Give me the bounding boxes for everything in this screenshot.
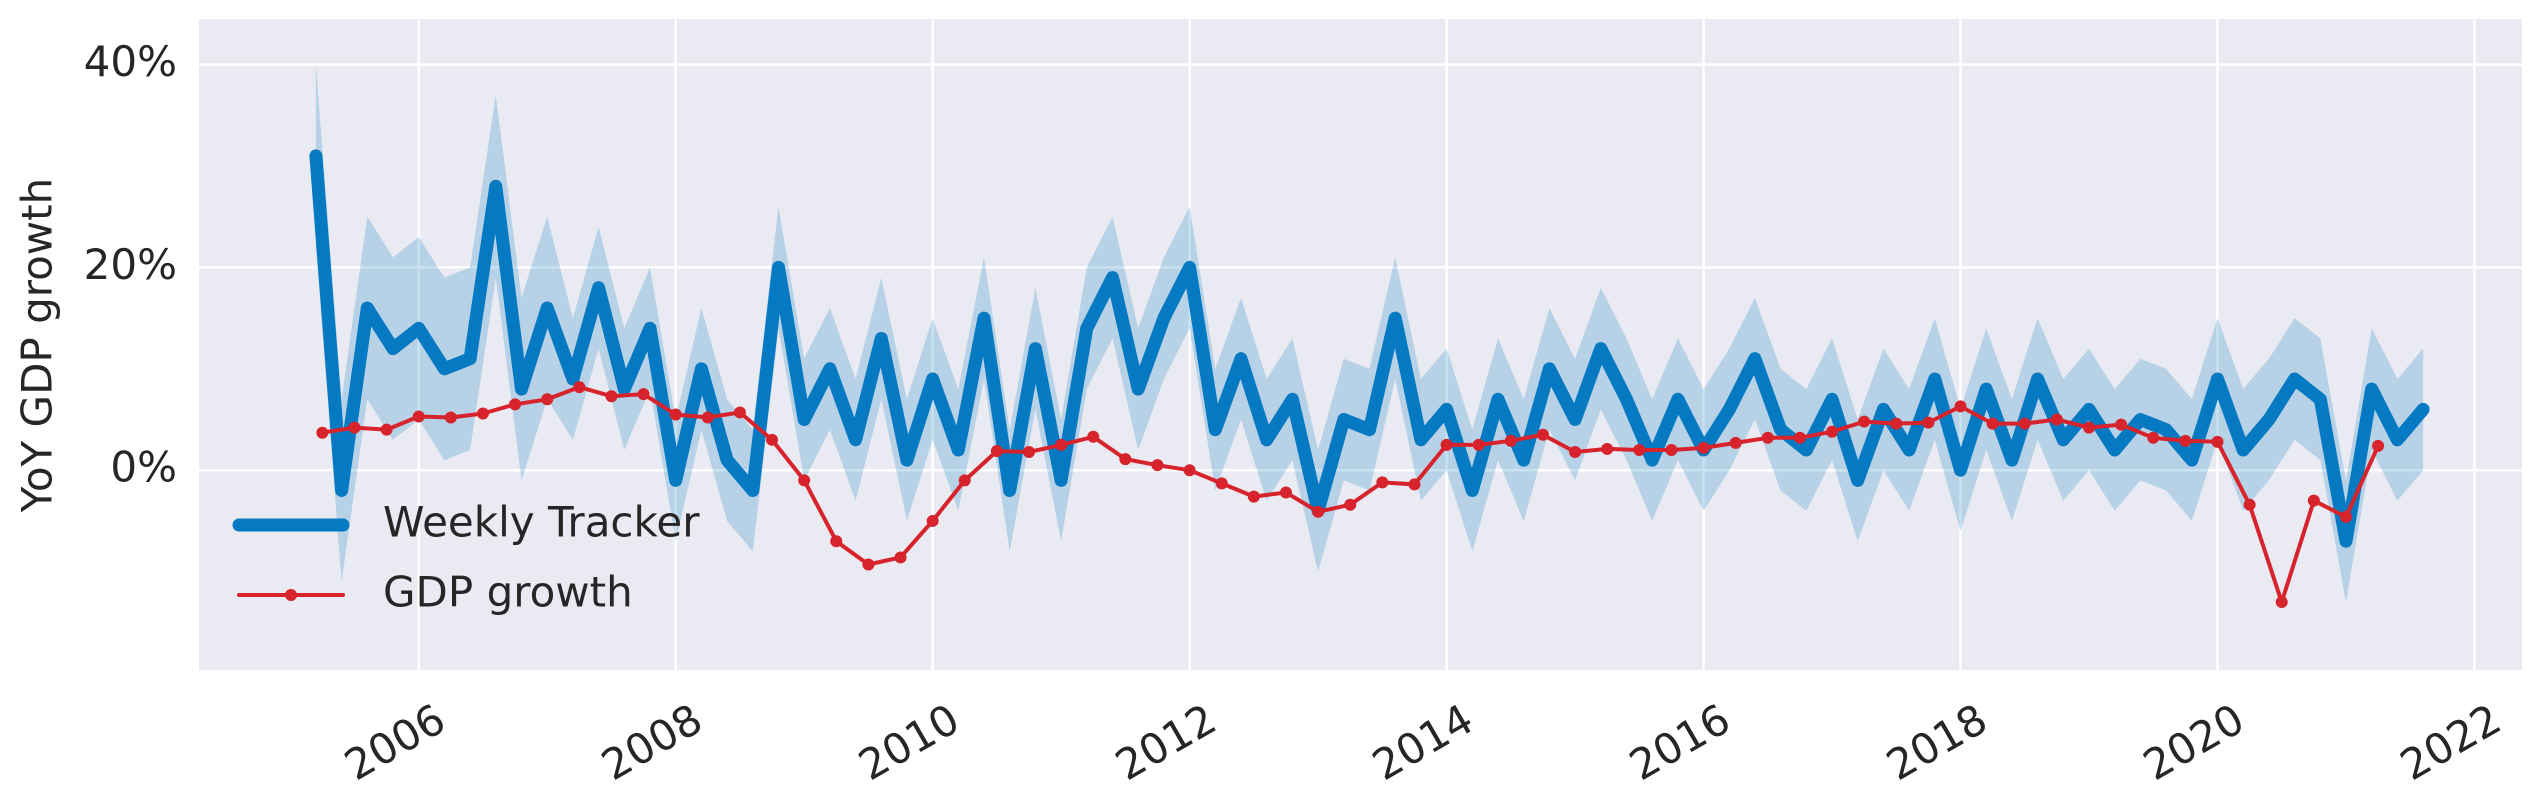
data-point bbox=[348, 421, 361, 434]
data-point bbox=[1312, 505, 1325, 518]
data-point bbox=[1279, 486, 1292, 499]
data-point bbox=[1119, 453, 1132, 466]
data-point bbox=[701, 411, 714, 424]
data-point bbox=[1569, 445, 1582, 458]
data-point bbox=[1665, 443, 1678, 456]
data-point bbox=[1183, 464, 1196, 477]
data-point bbox=[1890, 417, 1903, 430]
data-point bbox=[1440, 438, 1453, 451]
y-tick-label: 40% bbox=[84, 37, 177, 86]
series-line bbox=[309, 149, 2430, 548]
data-point bbox=[412, 410, 425, 423]
data-point bbox=[444, 411, 457, 424]
legend-marker bbox=[285, 589, 297, 601]
data-point bbox=[2211, 435, 2224, 448]
data-point bbox=[2050, 413, 2063, 426]
y-axis-label: YoY GDP growth bbox=[13, 178, 62, 513]
data-point bbox=[926, 514, 939, 527]
data-point bbox=[669, 408, 682, 421]
y-tick-label: 0% bbox=[110, 443, 177, 492]
legend-label: GDP growth bbox=[383, 568, 633, 617]
data-point bbox=[1761, 431, 1774, 444]
data-point bbox=[605, 390, 618, 403]
data-point bbox=[1055, 438, 1068, 451]
data-point bbox=[798, 474, 811, 487]
confidence-band bbox=[315, 64, 2424, 603]
x-tick-label: 2020 bbox=[2135, 694, 2252, 790]
data-point bbox=[2083, 421, 2096, 434]
data-point bbox=[1697, 441, 1710, 454]
data-point bbox=[1151, 459, 1164, 472]
data-point bbox=[894, 551, 907, 564]
data-point bbox=[1986, 417, 1999, 430]
x-tick-label: 2014 bbox=[1364, 694, 1481, 790]
data-point bbox=[990, 444, 1003, 457]
legend-label: Weekly Tracker bbox=[383, 498, 700, 547]
data-point bbox=[1793, 431, 1806, 444]
data-point bbox=[733, 406, 746, 419]
data-point bbox=[2018, 417, 2031, 430]
x-tick-label: 2012 bbox=[1107, 694, 1224, 790]
data-point bbox=[1536, 428, 1549, 441]
data-point bbox=[1247, 490, 1260, 503]
x-tick-label: 2016 bbox=[1621, 694, 1738, 790]
data-point bbox=[1954, 400, 1967, 413]
x-tick-label: 2008 bbox=[593, 694, 710, 790]
data-point bbox=[2339, 510, 2352, 523]
data-point bbox=[2179, 434, 2192, 447]
data-point bbox=[1826, 425, 1839, 438]
data-point bbox=[2147, 431, 2160, 444]
data-point bbox=[1504, 434, 1517, 447]
data-point bbox=[1922, 416, 1935, 429]
x-tick-label: 2022 bbox=[2392, 694, 2509, 790]
data-point bbox=[1023, 445, 1036, 458]
data-point bbox=[509, 398, 522, 411]
y-tick-label: 20% bbox=[84, 240, 177, 289]
data-point bbox=[1215, 477, 1228, 490]
data-point bbox=[573, 381, 586, 394]
data-point bbox=[830, 535, 843, 548]
data-point bbox=[316, 426, 329, 439]
x-tick-label: 2010 bbox=[850, 694, 967, 790]
data-point bbox=[380, 423, 393, 436]
data-point bbox=[1601, 442, 1614, 455]
data-point bbox=[2275, 596, 2288, 609]
data-point bbox=[2115, 418, 2128, 431]
data-point bbox=[1633, 443, 1646, 456]
x-tick-label: 2018 bbox=[1878, 694, 1995, 790]
data-point bbox=[637, 388, 650, 401]
data-point bbox=[1729, 436, 1742, 449]
data-point bbox=[2243, 498, 2256, 511]
data-point bbox=[1376, 476, 1389, 489]
data-point bbox=[476, 407, 489, 420]
data-point bbox=[766, 433, 779, 446]
data-point bbox=[958, 474, 971, 487]
data-point bbox=[1472, 438, 1485, 451]
data-point bbox=[2372, 439, 2385, 452]
x-tick-label: 2006 bbox=[336, 694, 453, 790]
data-point bbox=[2307, 494, 2320, 507]
data-point bbox=[1858, 415, 1871, 428]
data-point bbox=[1408, 478, 1421, 491]
data-point bbox=[541, 393, 554, 406]
data-point bbox=[862, 558, 875, 571]
data-point bbox=[1344, 498, 1357, 511]
data-point bbox=[1087, 430, 1100, 443]
